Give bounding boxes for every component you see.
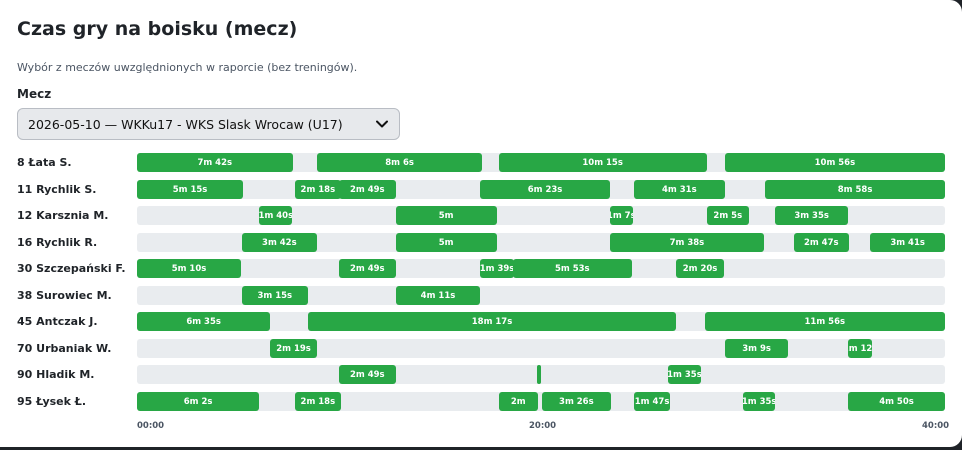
match-select[interactable]: 2026-05-10 — WKKu17 - WKS Slask Wrocaw (…: [17, 108, 400, 140]
playing-time-segment: 5m 15s: [137, 180, 244, 199]
playing-time-segment: 8m 58s: [765, 180, 945, 199]
match-select-value: 2026-05-10 — WKKu17 - WKS Slask Wrocaw (…: [28, 116, 343, 132]
playing-time-segment: 2m 19s: [270, 339, 317, 358]
playing-time-segment: 6m 23s: [480, 180, 610, 199]
axis-label-start: 00:00: [137, 421, 165, 431]
playing-time-segment: 10m 15s: [498, 153, 707, 172]
playing-time-segment: 3m 35s: [775, 206, 848, 225]
page-title: Czas gry na boisku (mecz): [17, 18, 298, 40]
playing-time-segment: 2m 20s: [676, 259, 724, 278]
playing-time-segment: 3m 15s: [242, 286, 308, 305]
playing-time-segment: 5m 10s: [137, 259, 241, 278]
playing-time-segment: [537, 365, 541, 384]
playing-time-segment: 4m 31s: [633, 180, 725, 199]
playing-time-segment: 2m: [498, 392, 538, 411]
player-timeline-track: 6m 35s 18m 17s 11m 56s: [137, 312, 945, 331]
playing-time-segment: 7m 38s: [609, 233, 765, 252]
player-name: 16 Rychlik R.: [17, 236, 98, 249]
playing-time-segment: 2m 49s: [339, 365, 396, 384]
playing-time-segment: 2m 18s: [294, 392, 342, 411]
playing-time-segment: 1m 35s: [743, 392, 776, 411]
playing-time-segment: 1m 47s: [633, 392, 671, 411]
axis-label-mid: 20:00: [529, 421, 557, 431]
match-select-label: Mecz: [17, 87, 52, 101]
playing-time-segment: 3m 26s: [542, 392, 611, 411]
player-timeline-track: 6m 2s 2m 18s 2m 3m 26s 1m 47s 1m 35s 4m 50s: [137, 392, 945, 411]
playing-time-segment: 6m 2s: [137, 392, 260, 411]
player-timeline-track: 5m 15s 2m 18s 2m 49s 6m 23s 4m 31s 8m 58s: [137, 180, 945, 199]
chevron-down-icon: [375, 117, 389, 131]
player-name: 8 Łata S.: [17, 156, 72, 169]
player-timeline-track: 7m 42s 8m 6s 10m 15s 10m 56s: [137, 153, 945, 172]
player-name: 90 Hladik M.: [17, 368, 95, 381]
playing-time-segment: 4m 11s: [395, 286, 481, 305]
playing-time-segment: 1m 12s: [848, 339, 873, 358]
player-name: 12 Karsznia M.: [17, 209, 109, 222]
playing-time-segment: 1m 40s: [259, 206, 293, 225]
playing-time-segment: 8m 6s: [316, 153, 483, 172]
playing-time-segment: 2m 18s: [294, 180, 342, 199]
playing-time-segment: 2m 47s: [793, 233, 849, 252]
playing-time-segment: 18m 17s: [307, 312, 677, 331]
player-timeline-track: 1m 40s 5m 1m 7s 2m 5s 3m 35s: [137, 206, 945, 225]
playing-time-segment: 5m: [395, 206, 497, 225]
playing-time-segment: 3m 41s: [870, 233, 945, 252]
playing-time-segment: 11m 56s: [704, 312, 945, 331]
playing-time-segment: 7m 42s: [137, 153, 293, 172]
playing-time-segment: 3m 9s: [724, 339, 789, 358]
player-name: 11 Rychlik S.: [17, 183, 97, 196]
playing-time-segment: 2m 49s: [339, 180, 396, 199]
player-timeline-track: 3m 42s 5m 7m 38s 2m 47s 3m 41s: [137, 233, 945, 252]
page-subtitle: Wybór z meczów uwzględnionych w raporcie…: [17, 61, 358, 74]
playing-time-segment: 5m 53s: [512, 259, 632, 278]
player-name: 70 Urbaniak W.: [17, 342, 112, 355]
player-timeline-track: 2m 19s 3m 9s 1m 12s: [137, 339, 945, 358]
playing-time-segment: 1m 7s: [609, 206, 633, 225]
player-timeline-track: 2m 49s 1m 35s: [137, 365, 945, 384]
player-name: 45 Antczak J.: [17, 315, 98, 328]
player-name: 30 Szczepański F.: [17, 262, 126, 275]
playing-time-segment: 4m 50s: [848, 392, 945, 411]
playing-time-segment: 2m 5s: [706, 206, 749, 225]
axis-label-end: 40:00: [922, 421, 950, 431]
playing-time-segment: 3m 42s: [242, 233, 317, 252]
playing-time-segment: 1m 35s: [668, 365, 701, 384]
playing-time-segment: 2m 49s: [339, 259, 396, 278]
player-name: 95 Łysek Ł.: [17, 395, 87, 408]
playing-time-segment: 10m 56s: [724, 153, 945, 172]
playing-time-segment: 6m 35s: [137, 312, 271, 331]
player-name: 38 Surowiec M.: [17, 289, 112, 302]
playing-time-segment: 5m: [395, 233, 497, 252]
player-timeline-track: 5m 10s 2m 49s 1m 39s 5m 53s 2m 20s: [137, 259, 945, 278]
playing-time-segment: 1m 39s: [480, 259, 514, 278]
player-timeline-track: 3m 15s 4m 11s: [137, 286, 945, 305]
